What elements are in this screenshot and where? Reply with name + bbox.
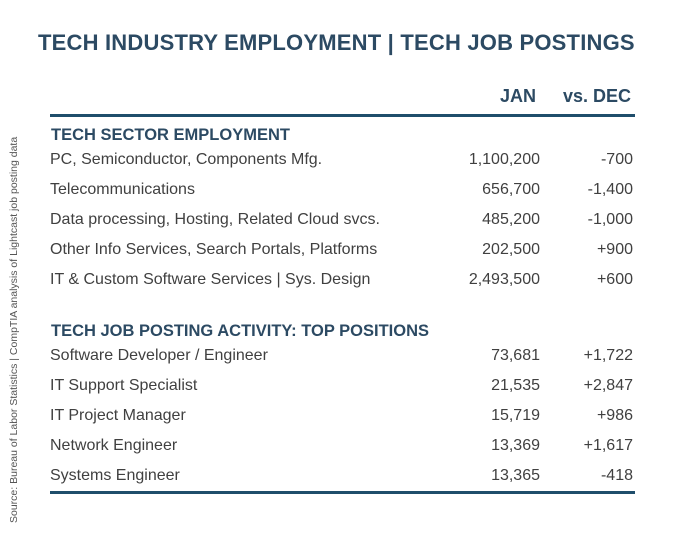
table-row: Systems Engineer 13,365 -418 bbox=[50, 467, 635, 491]
table-row: IT Project Manager 15,719 +986 bbox=[50, 407, 635, 431]
row-label: IT Support Specialist bbox=[50, 377, 198, 394]
footer-divider bbox=[50, 491, 635, 494]
row-label: Software Developer / Engineer bbox=[50, 347, 268, 364]
table-row: IT Support Specialist 21,535 +2,847 bbox=[50, 377, 635, 401]
row-label: Other Info Services, Search Portals, Pla… bbox=[50, 241, 378, 258]
row-jan-value: 15,719 bbox=[491, 407, 540, 424]
row-jan-value: 202,500 bbox=[482, 241, 540, 258]
table-row: Telecommunications 656,700 -1,400 bbox=[50, 181, 635, 205]
row-dec-change: -418 bbox=[600, 467, 633, 484]
table-row: Data processing, Hosting, Related Cloud … bbox=[50, 211, 635, 235]
row-dec-change: +2,847 bbox=[583, 377, 633, 394]
row-jan-value: 73,681 bbox=[491, 347, 540, 364]
table-row: IT & Custom Software Services | Sys. Des… bbox=[50, 271, 635, 295]
row-label: Telecommunications bbox=[50, 181, 195, 198]
table-row: PC, Semiconductor, Components Mfg. 1,100… bbox=[50, 151, 635, 175]
column-header-vs-dec: vs. DEC bbox=[563, 86, 632, 106]
row-dec-change: -700 bbox=[600, 151, 633, 168]
row-dec-change: +900 bbox=[596, 241, 633, 258]
table-row: Network Engineer 13,369 +1,617 bbox=[50, 437, 635, 461]
row-jan-value: 21,535 bbox=[491, 377, 540, 394]
row-label: Network Engineer bbox=[50, 437, 178, 454]
row-label: Systems Engineer bbox=[50, 467, 180, 484]
row-dec-change: +1,617 bbox=[583, 437, 633, 454]
row-jan-value: 13,365 bbox=[491, 467, 540, 484]
row-label: IT Project Manager bbox=[50, 407, 186, 424]
row-jan-value: 1,100,200 bbox=[468, 151, 540, 168]
section-title-employment: TECH SECTOR EMPLOYMENT bbox=[51, 126, 290, 144]
row-dec-change: +986 bbox=[596, 407, 633, 424]
column-header-jan: JAN bbox=[500, 86, 537, 106]
row-dec-change: +600 bbox=[596, 271, 633, 288]
row-jan-value: 13,369 bbox=[491, 437, 540, 454]
row-dec-change: -1,000 bbox=[587, 211, 633, 228]
row-jan-value: 485,200 bbox=[482, 211, 540, 228]
source-note: Source: Bureau of Labor Statistics | Com… bbox=[8, 136, 20, 523]
header-divider bbox=[50, 114, 635, 117]
row-jan-value: 656,700 bbox=[482, 181, 540, 198]
table-row: Other Info Services, Search Portals, Pla… bbox=[50, 241, 635, 265]
row-label: PC, Semiconductor, Components Mfg. bbox=[50, 151, 323, 168]
page-title: TECH INDUSTRY EMPLOYMENT | TECH JOB POST… bbox=[38, 30, 635, 55]
row-label: Data processing, Hosting, Related Cloud … bbox=[50, 211, 380, 228]
row-jan-value: 2,493,500 bbox=[468, 271, 540, 288]
row-label: IT & Custom Software Services | Sys. Des… bbox=[50, 271, 371, 288]
row-dec-change: +1,722 bbox=[583, 347, 633, 364]
row-dec-change: -1,400 bbox=[587, 181, 633, 198]
section-title-job-postings: TECH JOB POSTING ACTIVITY: TOP POSITIONS bbox=[51, 322, 430, 340]
table-row: Software Developer / Engineer 73,681 +1,… bbox=[50, 347, 635, 371]
